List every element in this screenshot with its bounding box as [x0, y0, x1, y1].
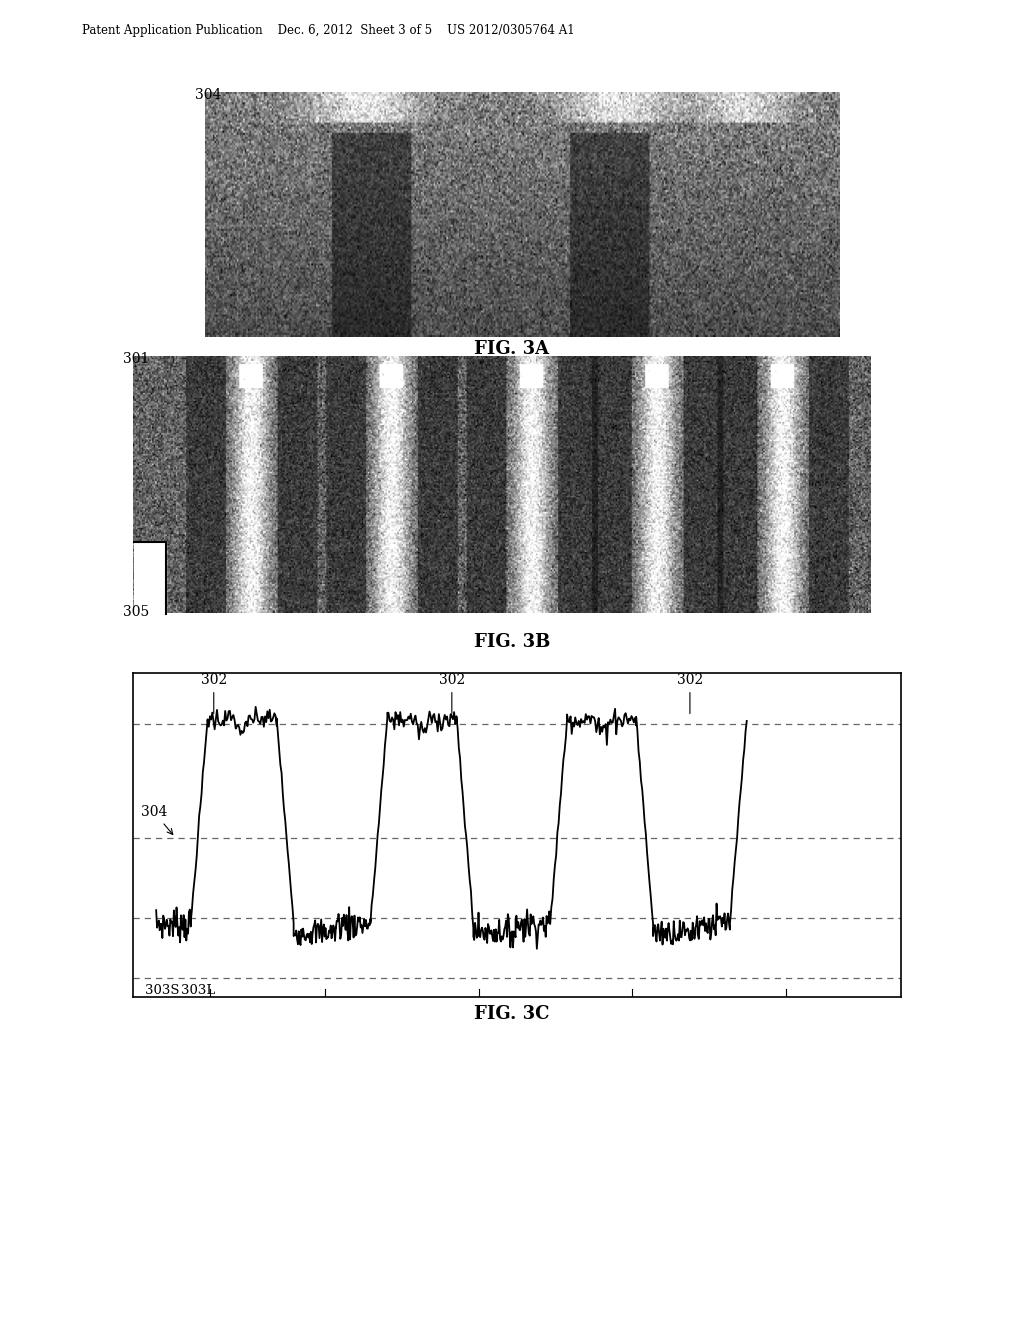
Text: 304: 304 [195, 88, 221, 102]
Text: 304: 304 [141, 805, 173, 834]
Text: 302: 302 [201, 673, 227, 714]
Text: 305: 305 [123, 606, 150, 619]
Text: FIG. 3C: FIG. 3C [474, 1005, 550, 1023]
Text: 303S: 303S [145, 983, 179, 997]
Text: 302: 302 [677, 673, 703, 714]
Text: Patent Application Publication    Dec. 6, 2012  Sheet 3 of 5    US 2012/0305764 : Patent Application Publication Dec. 6, 2… [82, 24, 574, 37]
Text: 303L: 303L [181, 983, 215, 997]
Text: FIG. 3B: FIG. 3B [474, 632, 550, 651]
Bar [134, 541, 166, 614]
Text: 302: 302 [438, 673, 465, 714]
Text: FIG. 3A: FIG. 3A [474, 339, 550, 358]
Text: 301: 301 [123, 352, 150, 366]
